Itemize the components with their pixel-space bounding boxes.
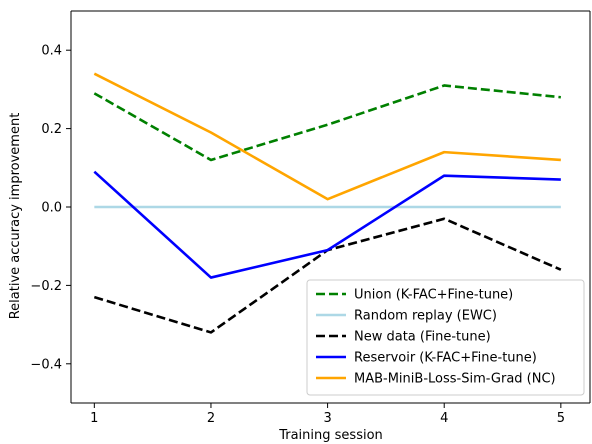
- x-tick-label: 2: [207, 411, 215, 426]
- series-layer: [93, 72, 562, 334]
- x-axis-label: Training session: [278, 428, 383, 443]
- y-tick-label: 0.4: [41, 44, 62, 59]
- y-tick-label: −0.2: [30, 279, 62, 294]
- y-tick-label: 0.2: [41, 122, 62, 137]
- legend-label-3: New data (Fine-tune): [354, 330, 491, 345]
- legend: Union (K-FAC+Fine-tune) Random replay (EW…: [306, 279, 585, 396]
- y-axis-label: Relative accuracy improvement: [8, 113, 23, 320]
- x-tick-label: 5: [557, 411, 565, 426]
- series-line-5: [93, 72, 561, 201]
- y-tick-label: 0.0: [41, 201, 62, 216]
- legend-label-2: Random replay (EWC): [354, 309, 497, 324]
- y-tick-label: −0.4: [30, 357, 62, 372]
- series-line-1: [93, 84, 561, 162]
- legend-label-4: Reservoir (K-FAC+Fine-tune): [354, 351, 537, 366]
- legend-box: [306, 279, 585, 396]
- series-line-4: [93, 170, 561, 279]
- legend-label-5: MAB-MiniB-Loss-Sim-Grad (NC): [354, 372, 556, 387]
- legend-label-1: Union (K-FAC+Fine-tune): [354, 288, 513, 303]
- x-tick-label: 4: [440, 411, 448, 426]
- x-tick-label: 3: [323, 411, 331, 426]
- x-tick-label: 1: [90, 411, 98, 426]
- axes: 1 2 3 4 5 −0.4 −0.2 0.0 0.2 0.4: [30, 10, 591, 426]
